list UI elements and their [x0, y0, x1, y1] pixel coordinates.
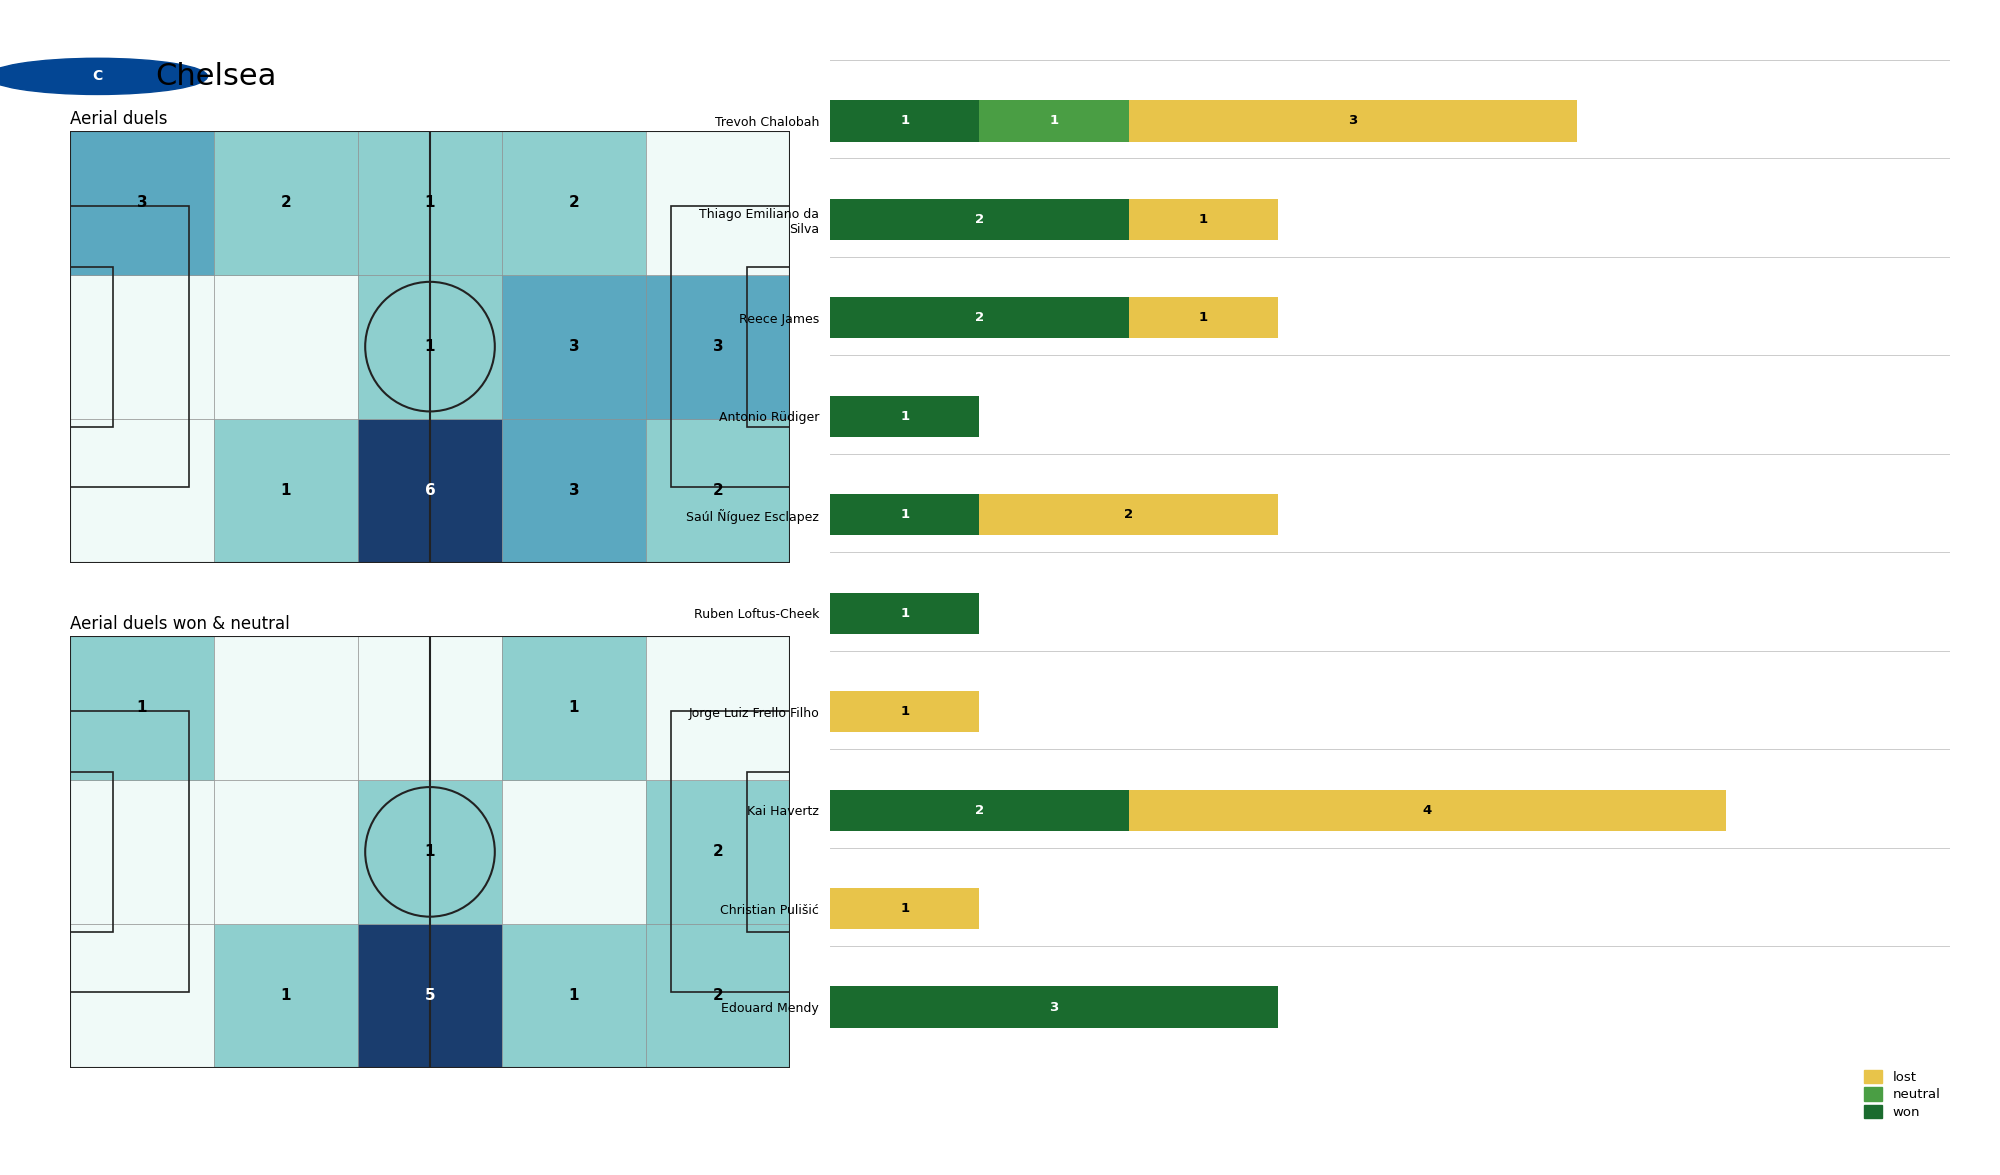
Text: Aerial duels won & neutral: Aerial duels won & neutral — [70, 615, 290, 633]
Bar — [746, 772, 790, 932]
Bar — [502, 924, 646, 1068]
Text: 2: 2 — [974, 311, 984, 324]
Text: 2: 2 — [712, 845, 724, 859]
Legend: lost, neutral, won: lost, neutral, won — [1862, 1067, 1944, 1121]
Text: 3: 3 — [568, 340, 580, 354]
Text: 1: 1 — [424, 195, 436, 210]
Bar — [646, 418, 790, 563]
Text: 1: 1 — [424, 845, 436, 859]
Text: 1: 1 — [900, 705, 910, 718]
Bar — [358, 636, 502, 780]
Text: 5: 5 — [424, 988, 436, 1003]
Text: 3: 3 — [712, 340, 724, 354]
Bar — [358, 275, 502, 418]
Text: 1: 1 — [1198, 311, 1208, 324]
Text: 1: 1 — [280, 988, 292, 1003]
Bar — [672, 207, 790, 486]
Bar — [746, 267, 790, 427]
Text: 1: 1 — [900, 509, 910, 522]
Bar — [502, 275, 646, 418]
Text: 3: 3 — [1348, 114, 1358, 127]
Bar — [358, 780, 502, 924]
Text: 1: 1 — [280, 483, 292, 498]
Text: 1: 1 — [900, 114, 910, 127]
Text: 2: 2 — [280, 195, 292, 210]
Bar — [1128, 297, 1278, 338]
Bar — [214, 130, 358, 275]
Text: 3: 3 — [568, 483, 580, 498]
Bar — [646, 636, 790, 780]
Bar — [70, 636, 214, 780]
Circle shape — [0, 59, 208, 94]
Bar — [646, 924, 790, 1068]
Bar — [70, 207, 188, 486]
Bar — [980, 100, 1128, 141]
Bar — [70, 780, 214, 924]
Text: 1: 1 — [568, 988, 580, 1003]
Bar — [646, 780, 790, 924]
Bar — [70, 275, 214, 418]
Bar — [70, 418, 214, 563]
Bar — [830, 100, 980, 141]
Text: 6: 6 — [424, 483, 436, 498]
Text: 1: 1 — [1050, 114, 1058, 127]
Bar — [672, 712, 790, 992]
Bar — [1128, 100, 1576, 141]
Bar — [70, 267, 114, 427]
Text: 1: 1 — [568, 700, 580, 716]
Text: 1: 1 — [900, 902, 910, 915]
Text: Aerial duels: Aerial duels — [70, 109, 168, 128]
Bar — [830, 396, 980, 437]
Bar — [646, 275, 790, 418]
Text: Chelsea: Chelsea — [156, 62, 276, 90]
Bar — [70, 772, 114, 932]
Bar — [502, 780, 646, 924]
Text: 1: 1 — [900, 606, 910, 619]
Bar — [70, 924, 214, 1068]
Bar — [70, 712, 188, 992]
Bar — [214, 636, 358, 780]
Text: 2: 2 — [568, 195, 580, 210]
Text: 2: 2 — [1124, 509, 1134, 522]
Text: 1: 1 — [1198, 213, 1208, 226]
Bar — [830, 987, 1278, 1028]
Bar — [830, 790, 1128, 831]
Text: 3: 3 — [1050, 1001, 1058, 1014]
Text: 2: 2 — [712, 483, 724, 498]
Text: 1: 1 — [424, 340, 436, 354]
Bar — [830, 199, 1128, 240]
Bar — [830, 592, 980, 635]
Bar — [214, 780, 358, 924]
Bar — [1128, 790, 1726, 831]
Bar — [1128, 199, 1278, 240]
Bar — [502, 418, 646, 563]
Bar — [980, 494, 1278, 536]
Bar — [502, 636, 646, 780]
Bar — [358, 418, 502, 563]
Text: 2: 2 — [712, 988, 724, 1003]
Bar — [830, 297, 1128, 338]
Bar — [830, 494, 980, 536]
Bar — [70, 130, 214, 275]
Bar — [214, 275, 358, 418]
Bar — [502, 130, 646, 275]
Text: C: C — [92, 69, 102, 83]
Bar — [830, 691, 980, 732]
Text: 3: 3 — [136, 195, 148, 210]
Bar — [214, 924, 358, 1068]
Bar — [646, 130, 790, 275]
Text: 2: 2 — [974, 213, 984, 226]
Bar — [830, 888, 980, 929]
Bar — [358, 924, 502, 1068]
Text: 1: 1 — [136, 700, 148, 716]
Text: 2: 2 — [974, 804, 984, 817]
Text: 4: 4 — [1422, 804, 1432, 817]
Text: 1: 1 — [900, 410, 910, 423]
Bar — [358, 130, 502, 275]
Bar — [214, 418, 358, 563]
